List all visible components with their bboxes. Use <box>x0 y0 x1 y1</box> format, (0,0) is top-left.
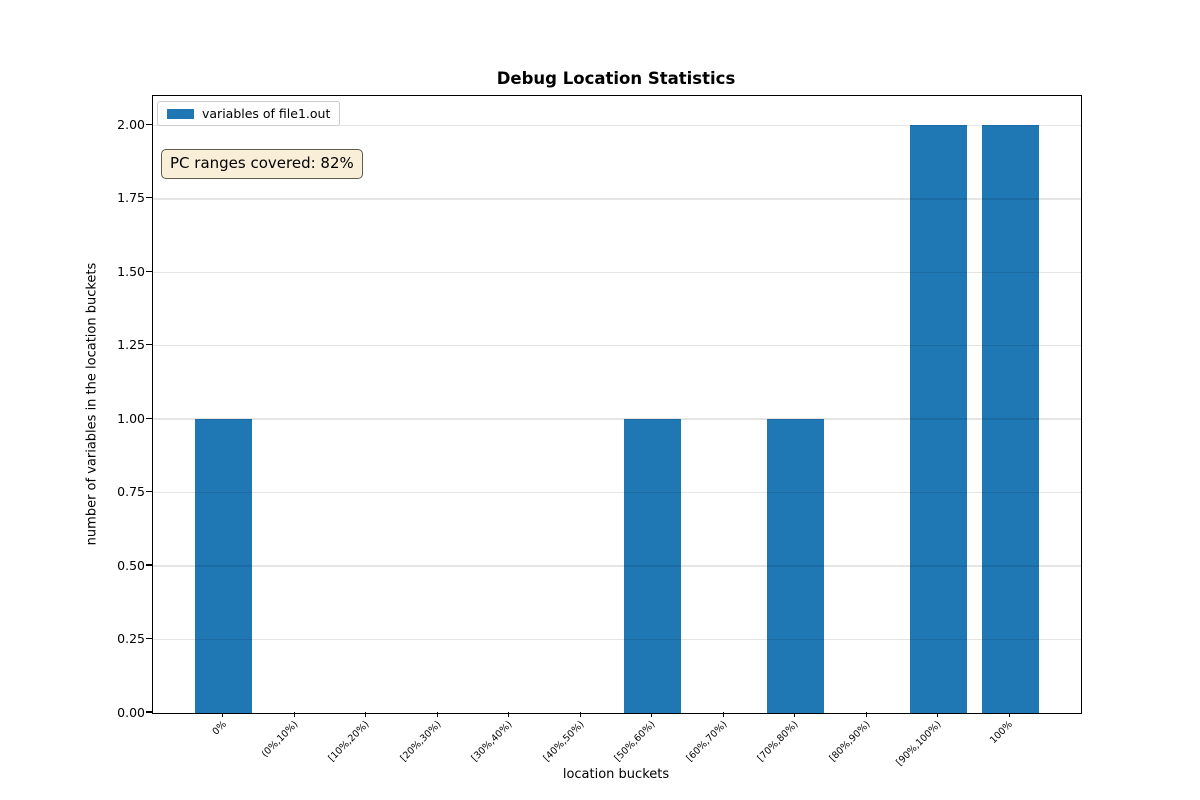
x-tick-label: [20%,30%) <box>398 719 444 765</box>
gridline <box>153 491 1081 494</box>
bar <box>981 125 1039 713</box>
y-tick-label: 0.25 <box>117 631 145 647</box>
x-tick-mark <box>365 712 367 717</box>
x-tick-label: [70%,80%) <box>755 719 801 765</box>
bar <box>767 419 825 713</box>
x-tick-label: [10%,20%) <box>326 719 372 765</box>
x-tick-mark <box>436 712 438 717</box>
x-tick-mark <box>722 712 724 717</box>
x-tick-label: [80%,90%) <box>826 719 872 765</box>
x-tick-mark <box>293 712 295 717</box>
y-tick-mark <box>146 197 152 199</box>
x-tick-mark <box>579 712 581 717</box>
gridline <box>153 198 1081 200</box>
bar <box>624 419 682 713</box>
legend-swatch <box>167 108 194 119</box>
y-tick-mark <box>146 564 152 566</box>
y-tick-mark <box>146 711 152 713</box>
gridline <box>153 638 1081 641</box>
gridline <box>153 344 1081 347</box>
y-tick-mark <box>146 637 152 640</box>
gridline <box>153 565 1081 567</box>
annotation-pc-ranges-covered: PC ranges covered: 82% <box>161 149 363 179</box>
y-tick-label: 1.50 <box>117 263 145 279</box>
y-tick-mark <box>146 123 152 126</box>
gridline <box>153 418 1081 420</box>
y-tick-label: 1.00 <box>117 410 145 426</box>
y-tick-label: 0.00 <box>117 704 145 720</box>
x-tick-mark <box>865 712 867 717</box>
x-tick-mark <box>1008 712 1010 717</box>
chart-title: Debug Location Statistics <box>496 69 736 88</box>
legend-label: variables of file1.out <box>202 106 331 121</box>
y-axis-label: number of variables in the location buck… <box>84 262 100 546</box>
x-tick-mark <box>794 712 796 717</box>
bar <box>195 419 253 713</box>
y-tick-label: 2.00 <box>117 116 145 132</box>
x-tick-label: [30%,40%) <box>469 719 515 765</box>
x-tick-mark <box>651 712 653 717</box>
gridline <box>153 124 1081 127</box>
x-tick-label: 100% <box>988 719 1015 746</box>
y-tick-mark <box>146 490 152 493</box>
plot-area: variables of file1.out PC ranges covered… <box>152 95 1082 714</box>
y-tick-mark <box>146 270 152 272</box>
x-tick-mark <box>508 712 510 717</box>
bar <box>910 125 968 713</box>
x-tick-label: [60%,70%) <box>683 719 730 765</box>
gridline <box>153 271 1081 274</box>
y-tick-mark <box>146 417 152 419</box>
y-tick-mark <box>146 344 152 346</box>
y-tick-label: 1.25 <box>117 337 145 353</box>
x-tick-label: (0%,10%) <box>259 719 301 760</box>
x-tick-label: 0% <box>210 719 229 738</box>
x-tick-mark <box>937 712 939 717</box>
x-tick-label: [90%,100%) <box>894 719 944 769</box>
x-tick-label: [40%,50%) <box>541 719 587 765</box>
legend: variables of file1.out <box>157 101 341 126</box>
y-tick-label: 0.50 <box>117 557 145 573</box>
y-tick-label: 1.75 <box>117 190 145 206</box>
y-tick-label: 0.75 <box>117 484 145 500</box>
x-axis-label: location buckets <box>562 767 670 782</box>
x-tick-label: [50%,60%) <box>612 719 658 765</box>
x-tick-mark <box>222 712 224 717</box>
